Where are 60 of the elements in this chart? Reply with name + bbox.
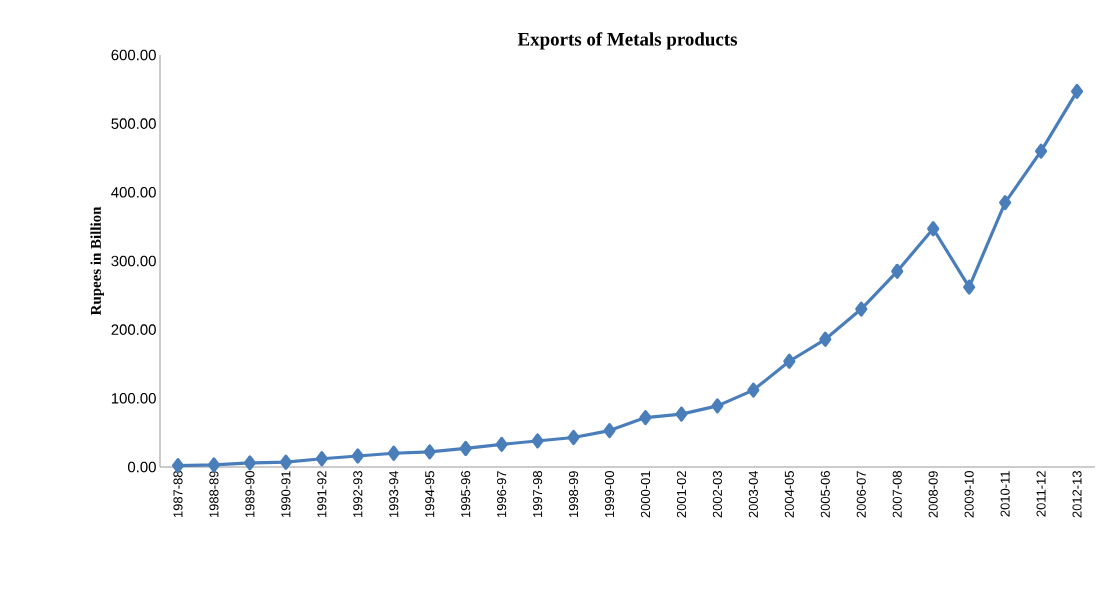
point bbox=[999, 195, 1012, 211]
x-tick-label: 2004-05 bbox=[784, 471, 794, 518]
x-tick-label: 1987-88 bbox=[173, 471, 183, 518]
x-tick-label: 2003-04 bbox=[748, 470, 758, 518]
x-tick-label: 1997-98 bbox=[533, 471, 543, 518]
x-tick-label: 1989-90 bbox=[245, 471, 255, 518]
point bbox=[387, 445, 400, 461]
x-tick-label: 2008-09 bbox=[928, 471, 938, 518]
x-tick-label: 2005-06 bbox=[820, 471, 830, 518]
y-tick-label: 200.00 bbox=[111, 324, 156, 335]
point bbox=[747, 382, 760, 398]
x-tick-label: 1996-97 bbox=[497, 471, 507, 518]
y-tick-label: 600.00 bbox=[111, 49, 156, 61]
x-tick-label: 1994-95 bbox=[425, 471, 435, 518]
point bbox=[819, 331, 832, 347]
y-tick-label: 400.00 bbox=[111, 187, 156, 198]
point bbox=[279, 454, 292, 470]
point bbox=[207, 457, 221, 473]
x-tick-label: 2010-11 bbox=[1000, 471, 1010, 517]
point bbox=[567, 429, 580, 446]
x-tick-label: 1998-99 bbox=[568, 471, 579, 518]
y-axis-title: Rupees in Billion bbox=[90, 206, 104, 316]
point bbox=[315, 451, 328, 467]
x-tick-label: 2009-10 bbox=[964, 471, 974, 518]
point bbox=[1070, 83, 1084, 99]
point bbox=[711, 398, 724, 414]
point bbox=[891, 263, 904, 279]
point bbox=[495, 436, 508, 452]
point bbox=[1034, 143, 1048, 159]
chart-title: Exports of Metals products bbox=[517, 32, 738, 50]
point bbox=[243, 455, 256, 471]
point bbox=[675, 406, 688, 422]
x-tick-label: 2011-12 bbox=[1036, 471, 1046, 517]
x-tick-label: 2006-07 bbox=[856, 471, 866, 518]
y-tick-label: 500.00 bbox=[111, 118, 156, 129]
x-tick-label: 1990-91 bbox=[281, 471, 291, 518]
y-tick-label: 300.00 bbox=[111, 255, 156, 267]
x-tick-label: 2007-08 bbox=[892, 471, 902, 518]
point bbox=[459, 440, 472, 457]
x-tick-label: 2000-01 bbox=[640, 471, 651, 518]
point bbox=[531, 433, 544, 449]
x-tick-label: 2002-03 bbox=[712, 471, 722, 518]
x-tick-label: 1995-96 bbox=[461, 471, 471, 518]
point bbox=[351, 448, 364, 464]
y-tick-label: 0.00 bbox=[127, 461, 156, 473]
point bbox=[963, 279, 976, 295]
x-tick-label: 1993-94 bbox=[389, 470, 399, 518]
point bbox=[927, 221, 940, 237]
x-tick-label: 1999-00 bbox=[604, 471, 615, 518]
point bbox=[603, 423, 616, 439]
point bbox=[783, 353, 796, 369]
x-tick-label: 1992-93 bbox=[353, 471, 363, 518]
point bbox=[855, 301, 868, 317]
point bbox=[423, 444, 436, 460]
x-tick-label: 2012-13 bbox=[1072, 471, 1082, 518]
x-tick-label: 1991-92 bbox=[317, 471, 327, 518]
x-tick-label: 1988-89 bbox=[209, 471, 219, 518]
point bbox=[639, 409, 652, 426]
x-tick-label: 2001-02 bbox=[676, 471, 687, 518]
y-tick-label: 100.00 bbox=[111, 393, 156, 404]
